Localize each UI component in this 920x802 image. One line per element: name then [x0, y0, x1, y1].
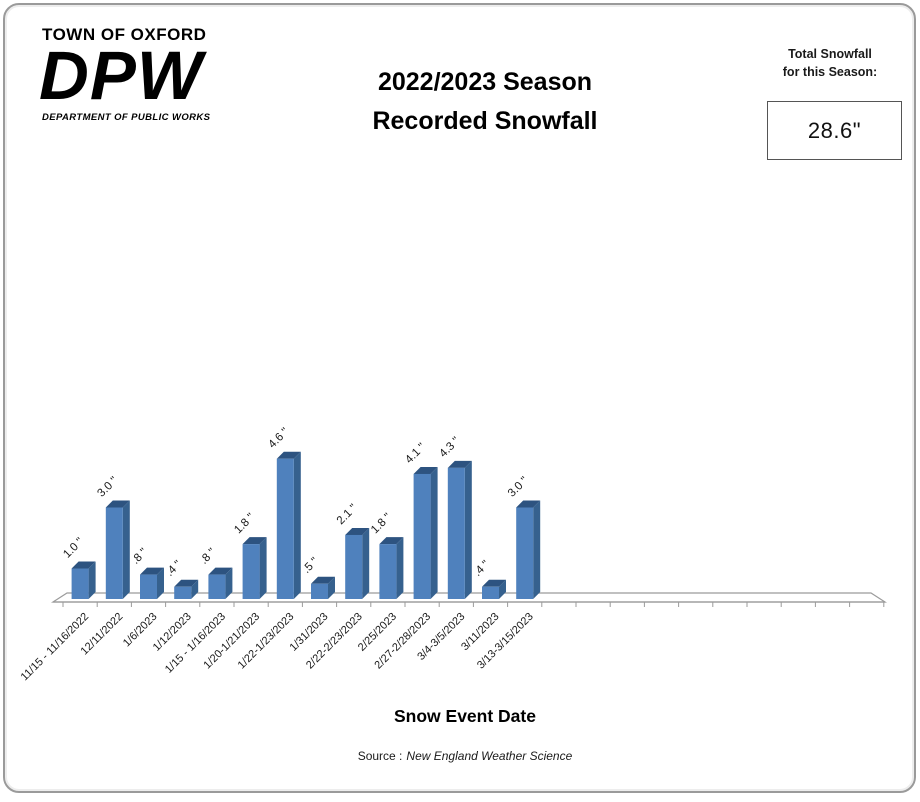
chart-title-line2: Recorded Snowfall	[372, 106, 598, 135]
source-name: New England Weather Science	[406, 749, 573, 763]
department-name: DEPARTMENT OF PUBLIC WORKS	[42, 112, 211, 123]
svg-text:3.0 ": 3.0 "	[506, 475, 531, 500]
total-snowfall-value: 28.6"	[807, 117, 862, 143]
dpw-logo-text: DPW	[39, 37, 203, 114]
svg-text:1.0 ": 1.0 "	[61, 536, 86, 561]
snowfall-bar-chart: 1.0 " 3.0 " .8 " .4 " .8 " 1.8 " 4.6 " .5 " 2.1 …	[19, 426, 888, 683]
source-line: Source : New England Weather Science	[235, 749, 695, 763]
town-name: TOWN OF OXFORD	[42, 25, 207, 44]
source-prefix: Source :	[357, 749, 403, 763]
xaxis-title: Snow Event Date	[394, 706, 536, 726]
svg-text:1.8 ": 1.8 "	[369, 511, 394, 536]
total-snowfall-block: Total Snowfall for this Season: 28.6"	[745, 45, 915, 160]
svg-text:1/15 - 1/16/2023: 1/15 - 1/16/2023	[163, 611, 228, 676]
svg-text:3.0 ": 3.0 "	[95, 475, 120, 500]
svg-text:.4 ": .4 "	[472, 559, 492, 579]
chart-title: 2022/2023 Season Recorded Snowfall	[255, 63, 715, 141]
svg-text:.8 ": .8 "	[198, 546, 218, 566]
total-snowfall-label: Total Snowfall for this Season:	[745, 45, 915, 81]
chart-title-line1: 2022/2023 Season	[377, 68, 593, 96]
total-label-line2: for this Season:	[782, 65, 878, 80]
report-page: TOWN OF OXFORD DPW DEPARTMENT OF PUBLIC …	[3, 3, 916, 793]
svg-text:.4 ": .4 "	[164, 559, 184, 579]
total-snowfall-box: 28.6"	[767, 101, 902, 160]
svg-text:2.1 ": 2.1 "	[335, 502, 360, 527]
svg-text:4.1 ": 4.1 "	[403, 441, 428, 466]
svg-text:.8 ": .8 "	[130, 546, 150, 566]
svg-text:.5 ": .5 "	[301, 555, 321, 575]
svg-text:1.8 ": 1.8 "	[232, 511, 257, 536]
svg-text:4.6 ": 4.6 "	[266, 426, 291, 451]
svg-text:4.3 ": 4.3 "	[437, 435, 462, 460]
dpw-logo: TOWN OF OXFORD DPW DEPARTMENT OF PUBLIC …	[39, 25, 282, 123]
total-label-line1: Total Snowfall	[788, 47, 872, 61]
